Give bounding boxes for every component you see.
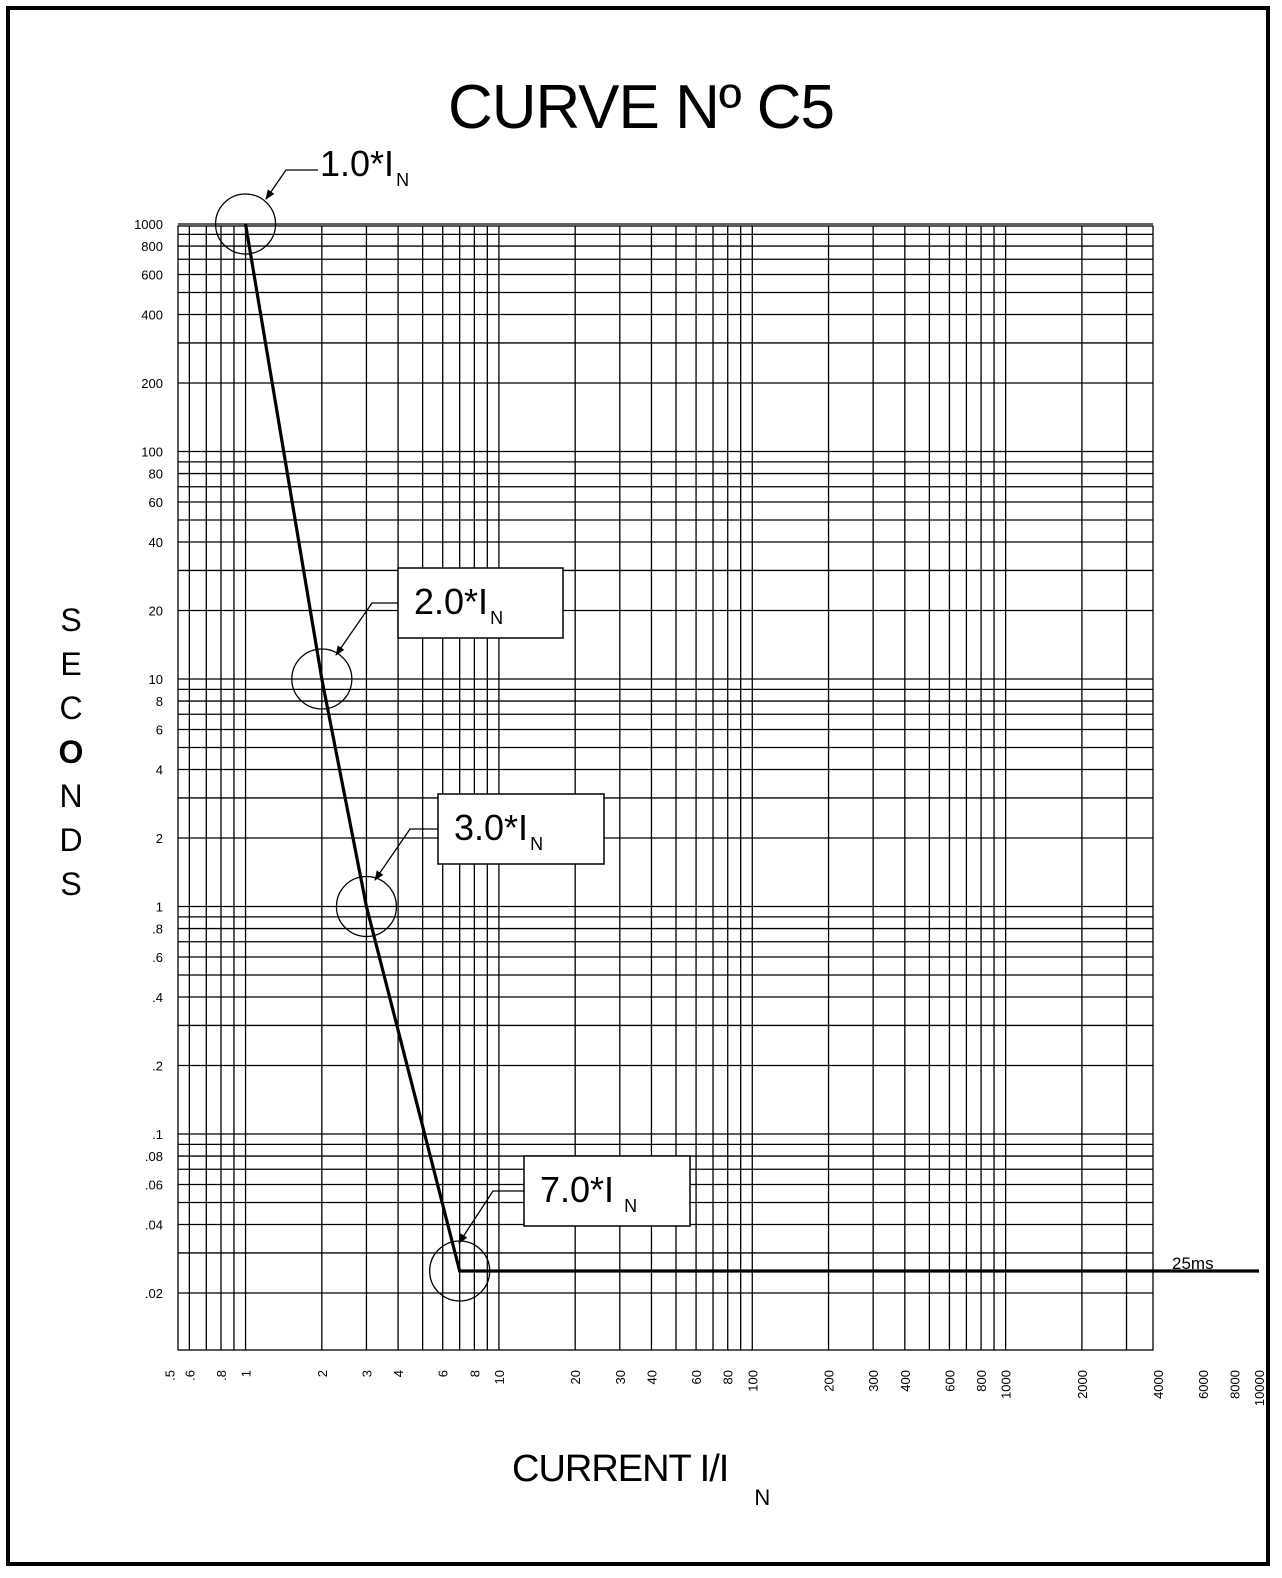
annotation-label-text: 2.0*I	[414, 581, 488, 622]
x-tick-label: 1000	[999, 1370, 1014, 1399]
x-axis-label: CURRENT I/I N	[512, 1448, 770, 1510]
y-tick-label: 80	[149, 467, 163, 482]
y-tick-label: 60	[149, 495, 163, 510]
annotation-label-subscript: N	[624, 1196, 637, 1216]
chart-title: CURVE Nº C5	[447, 73, 835, 142]
x-tick-label: 1	[239, 1370, 254, 1377]
y-tick-label: .6	[152, 950, 163, 965]
x-tick-label: .5	[162, 1370, 177, 1381]
y-axis-label-letter: E	[60, 646, 82, 682]
y-tick-label: 400	[141, 308, 163, 323]
plot-border	[177, 225, 1154, 1351]
annotation-2: 2.0*I N	[291, 567, 564, 710]
y-tick-label: .4	[152, 990, 163, 1005]
y-tick-label: .02	[145, 1286, 163, 1301]
x-tick-label: 10	[492, 1370, 507, 1384]
y-axis-label-letter: S	[60, 602, 82, 638]
y-axis-label-letter: C	[59, 690, 83, 726]
annotation-circle	[214, 193, 277, 255]
annotation-label-text: 1.0*I	[320, 143, 394, 184]
annotation-label: 2.0*I N	[414, 581, 503, 628]
annotation-box	[437, 793, 605, 865]
x-tick-label: 60	[689, 1370, 704, 1384]
y-tick-label: 1	[156, 900, 163, 915]
annotation-leader	[265, 169, 318, 200]
annotation-leader	[374, 828, 438, 881]
y-tick-label: 2	[156, 831, 163, 846]
trip-curve-line	[243, 223, 1259, 1273]
x-tick-label: 20	[568, 1370, 583, 1384]
annotation-circle	[335, 875, 398, 938]
x-tick-label: 400	[898, 1370, 913, 1392]
annotation-leader	[458, 1190, 524, 1244]
x-axis-label-subscript: N	[754, 1485, 770, 1510]
y-tick-label: 4	[156, 763, 163, 778]
y-tick-label: 100	[141, 445, 163, 460]
x-tick-label: 10000	[1252, 1370, 1267, 1406]
y-tick-label: .06	[145, 1177, 163, 1192]
x-tick-label: 100	[745, 1370, 760, 1392]
x-tick-label: 80	[721, 1370, 736, 1384]
y-axis-label-letter: S	[60, 866, 82, 902]
annotation-box	[397, 567, 564, 639]
y-axis-label-letter: N	[59, 778, 83, 814]
drawing-frame	[6, 6, 1270, 1566]
y-tick-label: 600	[141, 267, 163, 282]
x-tick-label: 4000	[1151, 1370, 1166, 1399]
annotation-circle	[291, 648, 353, 710]
annotation-label-subscript: N	[396, 170, 409, 190]
x-tick-label: 2000	[1075, 1370, 1090, 1399]
x-tick-label: 200	[822, 1370, 837, 1392]
y-tick-label: .1	[152, 1127, 163, 1142]
annotation-4: 7.0*I N	[429, 1155, 691, 1302]
x-tick-label: 800	[974, 1370, 989, 1392]
annotation-label: 3.0*I N	[454, 807, 543, 854]
x-tick-label: 30	[613, 1370, 628, 1384]
annotation-label: 1.0*I N	[320, 143, 409, 190]
y-axis-label-letter: O	[58, 734, 84, 770]
annotation-label-subscript: N	[530, 834, 543, 854]
y-tick-label: 6	[156, 722, 163, 737]
x-tick-label: 40	[644, 1370, 659, 1384]
annotation-label-text: 3.0*I	[454, 807, 528, 848]
y-tick-label: 40	[149, 535, 163, 550]
annotation-3: 3.0*I N	[335, 793, 605, 938]
annotation-box	[523, 1155, 691, 1227]
y-tick-label: 1000	[134, 217, 163, 232]
y-tick-label: .2	[152, 1059, 163, 1074]
x-tick-label: .6	[182, 1370, 197, 1381]
x-axis-label-text: CURRENT I/I	[512, 1448, 729, 1490]
annotation-1: 1.0*I N	[214, 143, 409, 255]
annotation-label: 7.0*I N	[540, 1169, 637, 1216]
x-tick-label: 300	[866, 1370, 881, 1392]
y-tick-label: 800	[141, 239, 163, 254]
y-tick-label: .04	[145, 1218, 163, 1233]
y-tick-label: 200	[141, 376, 163, 391]
y-tick-label: .08	[145, 1149, 163, 1164]
x-tick-label: 6000	[1196, 1370, 1211, 1399]
y-tick-label: 10	[149, 672, 163, 687]
annotation-leader	[335, 602, 398, 656]
y-axis-label-letter: D	[59, 822, 83, 858]
x-tick-label: 6	[436, 1370, 451, 1377]
x-tick-label: 8	[467, 1370, 482, 1377]
x-tick-label: .8	[214, 1370, 229, 1381]
x-tick-label: 4	[391, 1370, 406, 1377]
y-tick-label: 20	[149, 604, 163, 619]
x-tick-label: 2	[315, 1370, 330, 1377]
y-tick-label: 8	[156, 694, 163, 709]
x-tick-label: 600	[942, 1370, 957, 1392]
x-tick-label: 8000	[1227, 1370, 1242, 1399]
x-tick-label: 3	[359, 1370, 374, 1377]
y-tick-label: .8	[152, 922, 163, 937]
end-label: 25ms	[1172, 1254, 1214, 1273]
annotation-label-text: 7.0*I	[540, 1169, 614, 1210]
annotation-label-subscript: N	[490, 608, 503, 628]
